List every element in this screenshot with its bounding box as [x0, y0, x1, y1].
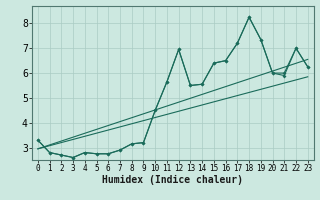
X-axis label: Humidex (Indice chaleur): Humidex (Indice chaleur): [102, 175, 243, 185]
